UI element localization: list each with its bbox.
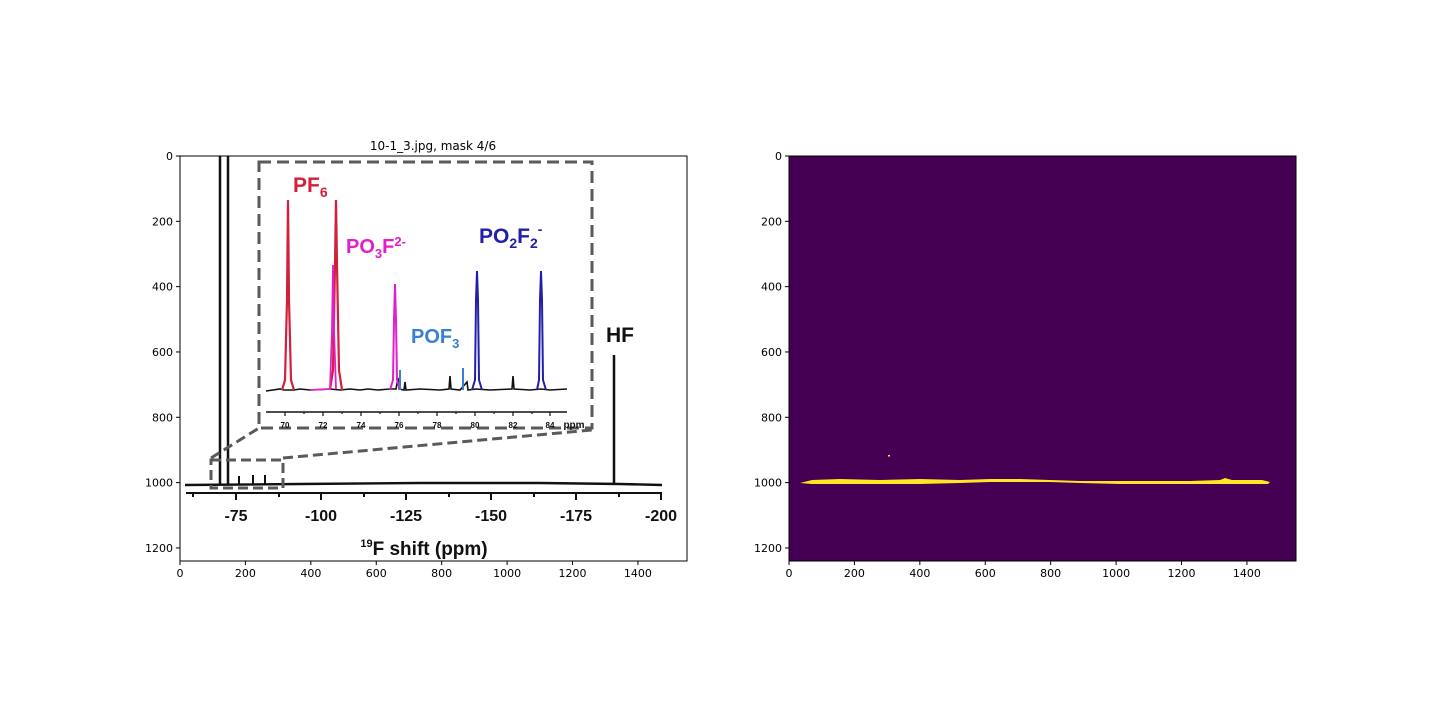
y-tick-label: 200 <box>761 215 782 228</box>
hf-label: HF <box>606 324 634 347</box>
y-tick-label: 200 <box>152 215 173 228</box>
inset-tick-label: 70 <box>281 421 290 430</box>
x-tick-label: 800 <box>1040 567 1061 580</box>
x-tick-label: 1400 <box>1233 567 1261 580</box>
y-tick-label: 400 <box>152 281 173 294</box>
inset-tick-label: 78 <box>433 421 442 430</box>
spectrum-tick-label: -100 <box>305 508 337 525</box>
y-tick-label: 400 <box>761 281 782 294</box>
right-panel: 0 200 400 600 800 1000 1200 1400 0 200 400 600 800 10… <box>754 150 1297 580</box>
inset-peak-po2f2-b <box>536 270 547 391</box>
label-pf6-main: PF <box>293 174 320 197</box>
y-tick-label: 800 <box>152 411 173 424</box>
x-tick-label: 1400 <box>624 567 652 580</box>
x-tick-label: 400 <box>300 567 321 580</box>
x-tick-label: 1000 <box>493 567 521 580</box>
spectrum-tick-labels: -75 -100 -125 -150 -175 -200 <box>224 508 677 525</box>
label-pf6-sub: 6 <box>320 184 328 200</box>
y-tick-label: 1200 <box>145 542 173 555</box>
inset-box <box>257 160 594 430</box>
x-tick-label: 200 <box>844 567 865 580</box>
x-tick-label: 200 <box>235 567 256 580</box>
x-tick-label: 600 <box>975 567 996 580</box>
spectrum-baseline <box>184 481 663 487</box>
inset-tick-labels: 70 72 74 76 78 80 82 84 ppm <box>281 420 585 431</box>
label-po2f2-main: PO <box>479 225 509 248</box>
inset-unit-label: ppm <box>563 420 584 431</box>
inset-peak-po3f-b <box>389 283 401 391</box>
spectrum-tick-label: -75 <box>224 508 247 525</box>
label-po2f2-sub2: 2 <box>530 235 538 251</box>
y-tick-label: 600 <box>761 346 782 359</box>
label-po2f2-sup: - <box>538 221 543 237</box>
x-tick-label: 0 <box>177 567 184 580</box>
label-pof3: POF3 <box>411 326 459 351</box>
inset-tick-label: 84 <box>546 421 555 430</box>
embedded-spectrum-image: HF -75 -100 -125 -150 -175 -200 19F shif… <box>184 156 677 560</box>
left-axes-frame <box>179 155 688 562</box>
label-po2f2-mid: F <box>517 225 530 248</box>
spectrum-xlabel-main: F shift (ppm) <box>373 539 488 560</box>
right-axis-ticks: 0 200 400 600 800 1000 1200 1400 0 200 400 600 800 10… <box>754 150 1261 580</box>
x-tick-label: 0 <box>786 567 793 580</box>
right-axes-frame <box>788 155 1297 562</box>
x-tick-label: 1000 <box>1102 567 1130 580</box>
spectrum-tick-label: -200 <box>645 508 677 525</box>
inset-tick-label: 76 <box>395 421 404 430</box>
x-tick-label: 400 <box>909 567 930 580</box>
inset-peak-pf6-a <box>280 199 296 391</box>
label-pof3-main: POF <box>411 326 452 348</box>
label-po3f-main: PO <box>346 236 375 258</box>
mask-background <box>789 156 1296 561</box>
y-tick-label: 1000 <box>145 477 173 490</box>
label-pf6: PF6 <box>293 174 328 200</box>
label-po3f-sup: 2- <box>394 234 406 249</box>
spectrum-axis-ticks <box>192 493 662 500</box>
zoom-connector-right <box>282 428 593 460</box>
inset-peak-po2f2-a <box>471 270 483 391</box>
x-tick-label: 1200 <box>1168 567 1196 580</box>
label-po3f-sub: 3 <box>375 246 382 261</box>
zoom-connector-left <box>210 426 260 460</box>
inset-peak-pf6-b <box>328 199 344 391</box>
inset-peak-po3f-a <box>309 264 337 391</box>
label-po2f2: PO2F2- <box>479 221 543 251</box>
label-po3f: PO3F2- <box>346 234 406 261</box>
y-tick-label: 600 <box>152 346 173 359</box>
inset-tick-label: 82 <box>509 421 518 430</box>
y-tick-label: 1200 <box>754 542 782 555</box>
y-tick-label: 800 <box>761 411 782 424</box>
x-tick-label: 1200 <box>559 567 587 580</box>
left-panel: HF -75 -100 -125 -150 -175 -200 19F shif… <box>145 150 688 580</box>
spectrum-xlabel-sup: 19 <box>360 538 372 550</box>
mask-speck <box>888 455 890 457</box>
spectrum-tick-label: -175 <box>560 508 592 525</box>
inset-tick-label: 74 <box>357 421 366 430</box>
zoom-source-box <box>209 458 285 490</box>
figure-title: 10-1_3.jpg, mask 4/6 <box>370 139 496 153</box>
mask-band <box>800 478 1270 484</box>
spectrum-xlabel: 19F shift (ppm) <box>360 538 487 560</box>
spectrum-tick-label: -150 <box>475 508 507 525</box>
inset-tick-label: 72 <box>319 421 328 430</box>
inset-tick-label: 80 <box>471 421 480 430</box>
y-tick-label: 0 <box>166 150 173 163</box>
inset-axis-ticks <box>284 412 551 416</box>
label-po2f2-sub: 2 <box>509 235 517 251</box>
spectrum-tick-label: -125 <box>390 508 422 525</box>
y-tick-label: 1000 <box>754 477 782 490</box>
x-tick-label: 600 <box>366 567 387 580</box>
x-tick-label: 800 <box>431 567 452 580</box>
left-axis-ticks: 0 200 400 600 800 1000 1200 1400 0 200 400 600 800 10… <box>145 150 652 580</box>
y-tick-label: 0 <box>775 150 782 163</box>
label-pof3-sub: 3 <box>452 336 459 351</box>
label-po3f-tail: F <box>382 236 394 258</box>
